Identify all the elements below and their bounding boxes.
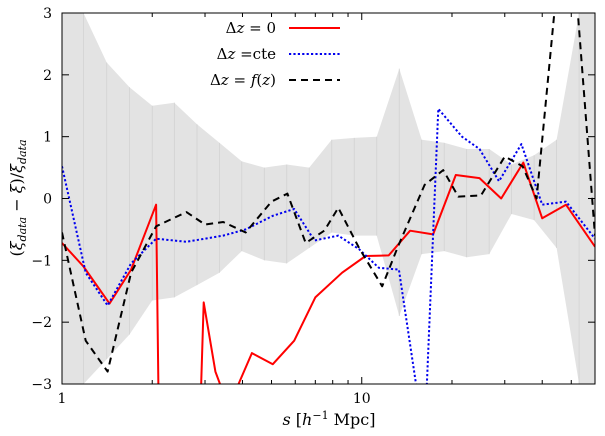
y-tick-label: −2 (31, 315, 52, 331)
y-tick-label: −1 (31, 253, 52, 269)
y-tick-label: 2 (43, 68, 52, 84)
y-tick-label: 3 (43, 6, 52, 22)
legend-label-2: Δz = f(z) (210, 71, 276, 89)
legend-label-0: Δz = 0 (226, 19, 276, 37)
band-area (62, 13, 595, 384)
x-tick-label: 1 (58, 391, 67, 407)
axes: −3 −2 −1 0 1 2 3 1 10 (31, 6, 596, 407)
y-tick-label: 0 (43, 192, 52, 208)
series-line-0 (62, 161, 595, 384)
x-tick-label: 10 (353, 391, 371, 407)
y-tick-label: 1 (43, 130, 52, 146)
y-tick-label: −3 (31, 377, 52, 393)
uncertainty-band (62, 13, 595, 384)
series-layer (62, 13, 595, 384)
legend: Δz = 0 Δz =cte Δz = f(z) (210, 19, 340, 89)
y-axis-label: (ξdata − ξ)/ξdata (7, 139, 29, 256)
legend-label-1: Δz =cte (217, 45, 277, 63)
x-axis-label: s [h−1 Mpc] (283, 409, 376, 429)
series-line-1 (62, 107, 595, 384)
series-line-2 (62, 13, 595, 373)
